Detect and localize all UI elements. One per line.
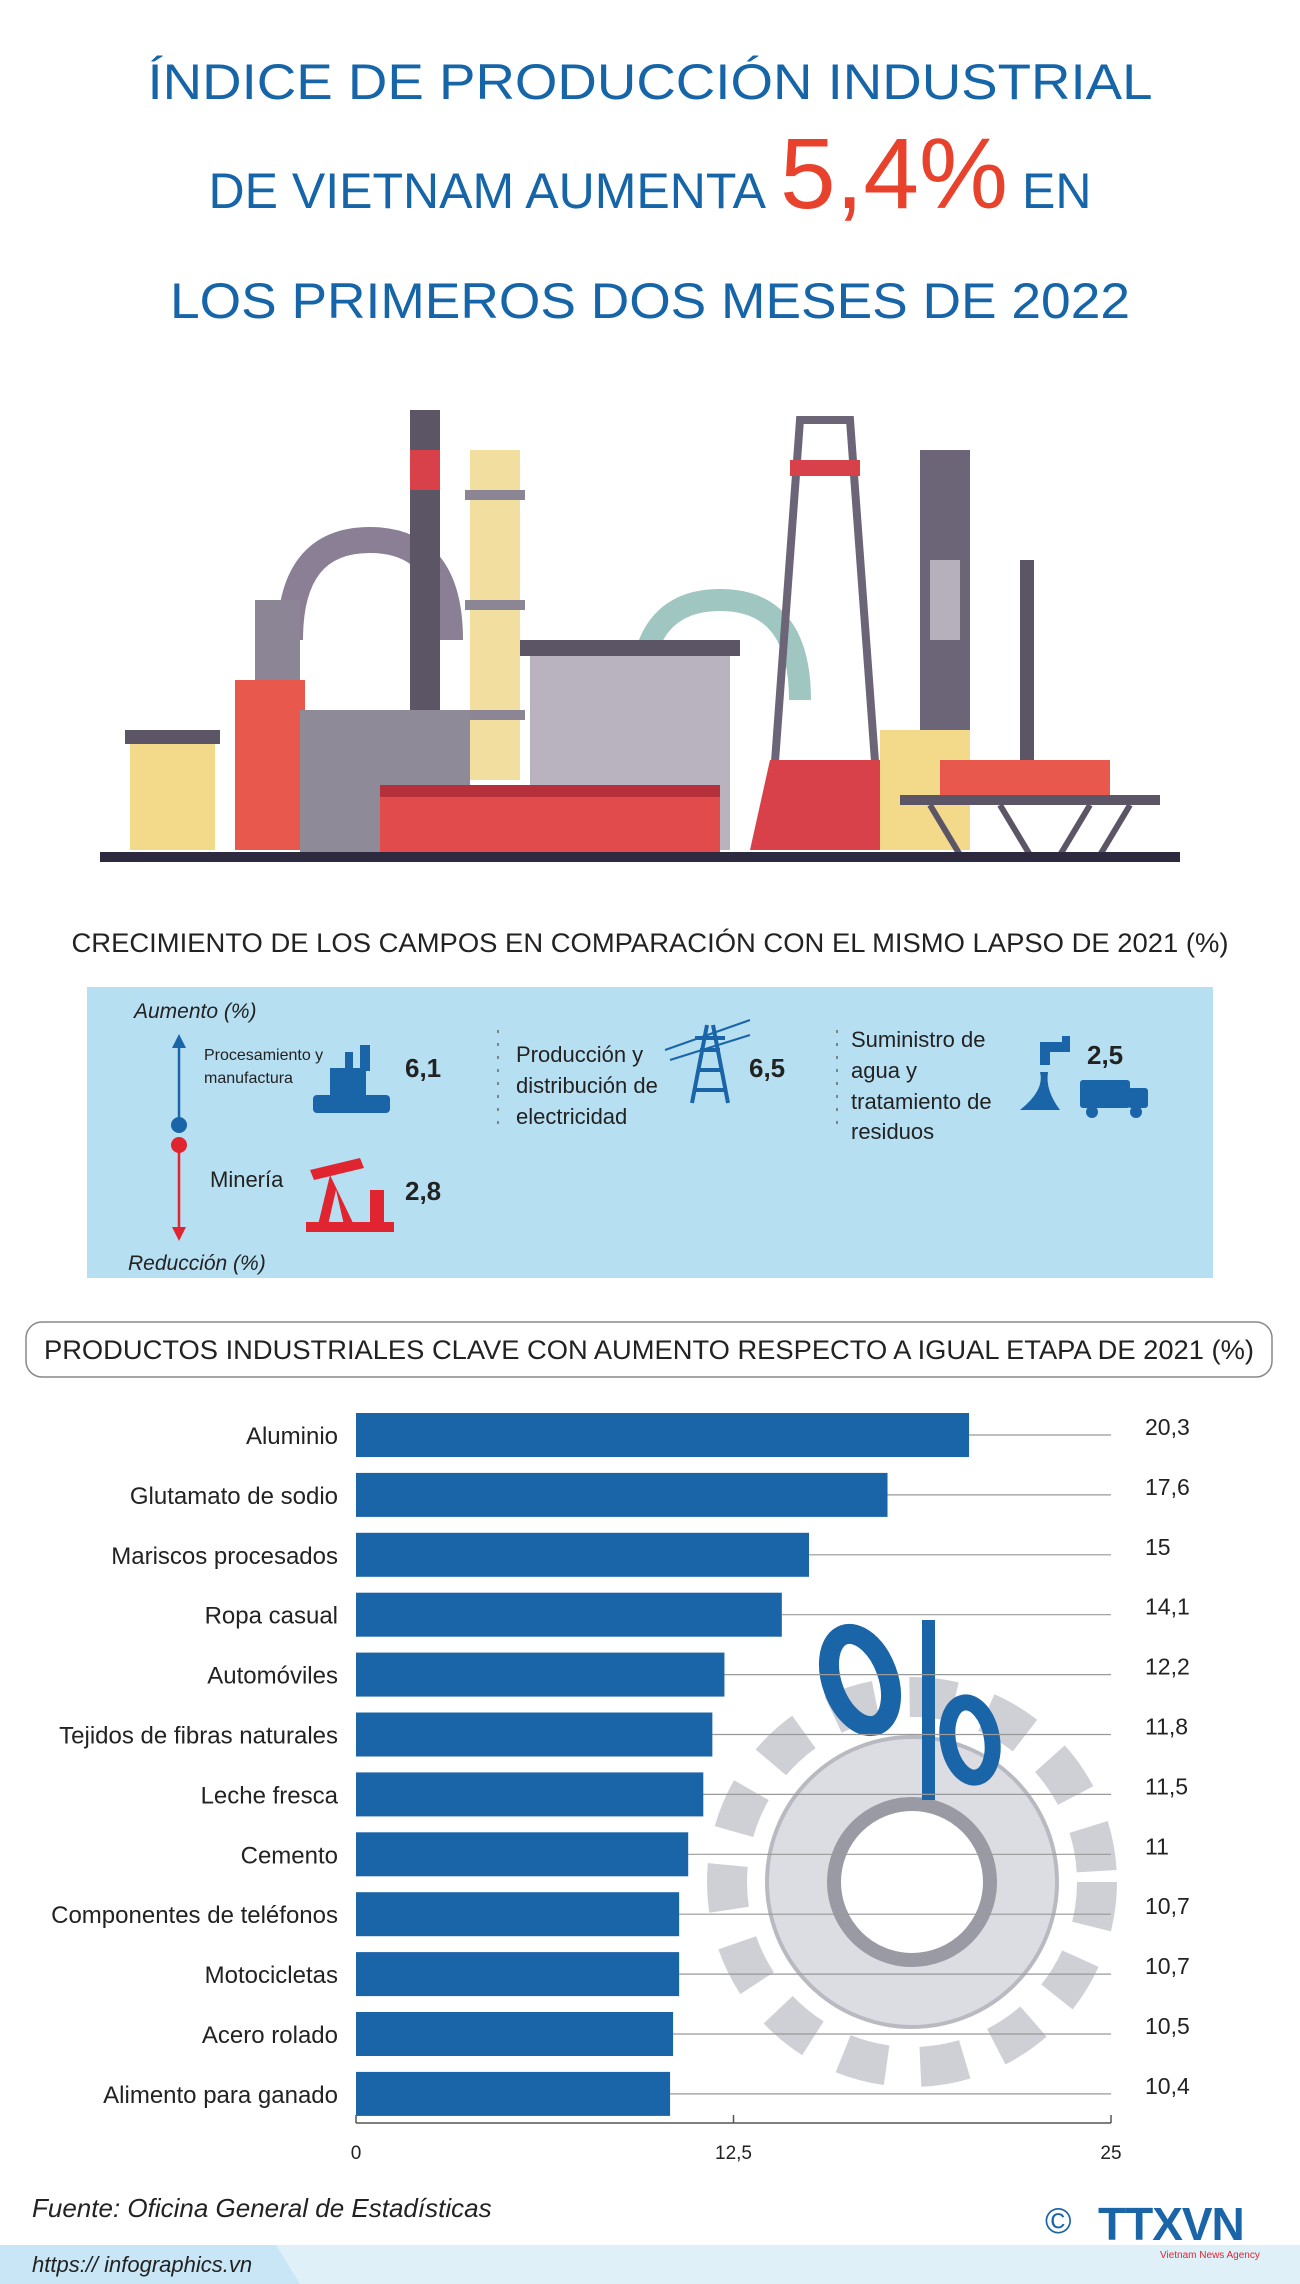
category-label: Ropa casual [205, 1603, 338, 1630]
bar [356, 1472, 888, 1517]
oil-pump-icon [306, 1158, 394, 1232]
item-label: Producción y distribución de electricida… [516, 1042, 658, 1129]
logo-symbol: © [1045, 2200, 1072, 2241]
down-arrowhead [172, 1227, 186, 1241]
value-label: 10,4 [1145, 2073, 1190, 2099]
gear-decoration [707, 1620, 1117, 2087]
bar [356, 1592, 782, 1637]
value-label: 14,1 [1145, 1594, 1190, 1620]
value-label: 10,7 [1145, 1893, 1190, 1919]
item-value: 6,5 [749, 1053, 786, 1083]
bar [356, 1772, 704, 1817]
category-label: Cemento [241, 1842, 338, 1869]
item-label: Suministro de agua y tratamiento de resi… [851, 1027, 992, 1145]
item-label: Minería [210, 1167, 284, 1192]
category-label: Tejidos de fibras naturales [59, 1723, 338, 1750]
bar [356, 2012, 674, 2056]
value-label: 12,2 [1145, 1654, 1190, 1680]
down-dot [171, 1137, 187, 1153]
bar [356, 1532, 809, 1577]
category-label: Mariscos procesados [111, 1543, 338, 1570]
category-label: Leche fresca [201, 1782, 339, 1809]
title-highlight: 5,4% [780, 118, 1008, 230]
category-label: Glutamato de sodio [130, 1483, 338, 1510]
x-tick-label: 25 [1100, 2143, 1121, 2164]
value-label: 17,6 [1145, 1474, 1190, 1500]
x-tick-label: 12,5 [715, 2143, 752, 2164]
item-value: 6,1 [405, 1053, 442, 1083]
title-part: DE VIETNAM AUMENTA [209, 163, 767, 219]
item-value: 2,5 [1087, 1040, 1124, 1070]
url-tab [0, 2245, 300, 2284]
x-tick-label: 0 [351, 2143, 362, 2164]
value-label: 20,3 [1145, 1414, 1190, 1440]
bar [356, 1832, 689, 1877]
bar [356, 2071, 671, 2116]
category-label: Componentes de teléfonos [51, 1902, 338, 1929]
bar [356, 1952, 680, 1997]
up-dot [171, 1117, 187, 1133]
factory-icon [313, 1045, 390, 1113]
value-label: 11,8 [1145, 1714, 1188, 1740]
url: https:// infographics.vn [32, 2252, 253, 2277]
pylon-icon [664, 1019, 751, 1104]
logo-subtitle: Vietnam News Agency [1160, 2250, 1260, 2261]
logo-name: TTXVN [1098, 2198, 1245, 2250]
chart-title: PRODUCTOS INDUSTRIALES CLAVE CON AUMENTO… [44, 1335, 1254, 1365]
value-label: 10,7 [1145, 1953, 1190, 1979]
up-arrowhead [172, 1034, 186, 1048]
growth-panel [87, 987, 1213, 1278]
title-line: ÍNDICE DE PRODUCCIÓN INDUSTRIAL [148, 54, 1153, 110]
value-label: 11 [1145, 1833, 1169, 1859]
category-label: Alimento para ganado [103, 2082, 338, 2109]
factory-illustration [100, 410, 1180, 862]
value-label: 15 [1145, 1534, 1171, 1560]
bar [356, 1413, 970, 1457]
water-truck-icon [1020, 1036, 1148, 1118]
chart-header-box [25, 1321, 1273, 1378]
item-value: 2,8 [405, 1176, 442, 1206]
item-label: Procesamiento y manufactura [204, 1047, 324, 1088]
category-label: Acero rolado [202, 2022, 338, 2049]
category-label: Motocicletas [205, 1962, 338, 1989]
category-label: Aluminio [246, 1423, 338, 1450]
value-label: 10,5 [1145, 2013, 1190, 2039]
category-label: Automóviles [207, 1663, 338, 1690]
title-part: EN [1022, 163, 1091, 219]
up-label: Aumento (%) [132, 1000, 257, 1023]
source: Fuente: Oficina General de Estadísticas [32, 2193, 492, 2223]
section-title: CRECIMIENTO DE LOS CAMPOS EN COMPARACIÓN… [72, 927, 1229, 958]
down-label: Reducción (%) [128, 1252, 266, 1275]
title-line: DE VIETNAM AUMENTA 5,4% EN [209, 118, 1092, 230]
bar [356, 1712, 713, 1757]
bar [356, 1892, 680, 1937]
bar [356, 1652, 725, 1697]
value-label: 11,5 [1145, 1773, 1188, 1799]
title-line: LOS PRIMEROS DOS MESES DE 2022 [170, 273, 1130, 329]
